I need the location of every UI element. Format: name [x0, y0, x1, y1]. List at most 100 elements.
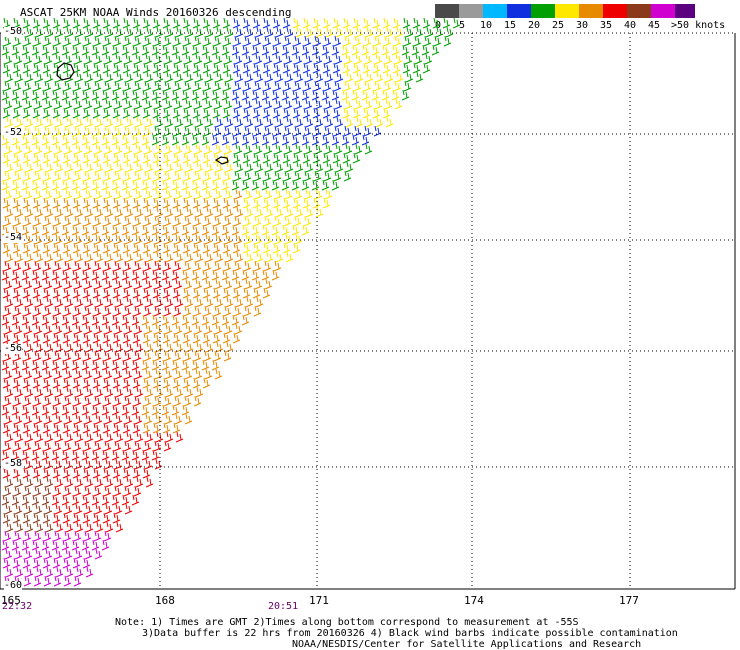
wind-barb [71, 89, 80, 101]
wind-barb [223, 215, 232, 227]
wind-barb [405, 71, 414, 83]
legend-label-10: >50 knots [671, 20, 726, 31]
wind-barb [241, 134, 250, 146]
wind-barb [193, 125, 202, 137]
wind-barb [22, 467, 31, 479]
wind-barb [135, 431, 144, 443]
wind-barb [365, 71, 374, 83]
wind-barb [101, 269, 110, 281]
wind-barb [241, 269, 250, 281]
wind-barb [104, 233, 113, 245]
wind-barb [33, 80, 42, 92]
wind-barb [105, 161, 114, 173]
wind-barb [242, 242, 251, 254]
wind-barb [233, 125, 242, 137]
wind-barb [395, 71, 404, 83]
wind-barb [331, 179, 340, 191]
wind-barb [322, 17, 331, 29]
wind-barb [282, 107, 291, 119]
wind-barb [61, 494, 70, 506]
wind-barb [123, 80, 132, 92]
wind-barb [25, 161, 34, 173]
wind-barb [124, 188, 133, 200]
wind-barb [362, 107, 371, 119]
wind-barb [232, 62, 241, 74]
wind-barb [121, 404, 130, 416]
wind-barb [72, 242, 81, 254]
wind-barb [225, 341, 234, 353]
wind-barb [134, 143, 143, 155]
wind-barb [101, 224, 110, 236]
wind-barb [171, 134, 180, 146]
wind-barb [63, 530, 72, 542]
wind-barb [121, 44, 130, 56]
wind-barb [181, 269, 190, 281]
wind-barb [232, 17, 241, 29]
wind-barb [243, 215, 252, 227]
wind-barb [133, 170, 142, 182]
wind-barb [351, 134, 360, 146]
wind-barb [101, 494, 110, 506]
wind-barb [271, 89, 280, 101]
wind-barb [193, 260, 202, 272]
campbell-island-outline [214, 156, 229, 165]
wind-barb [405, 26, 414, 38]
wind-barb [45, 251, 54, 263]
wind-barb [91, 224, 100, 236]
wind-barb [42, 467, 51, 479]
wind-barb [273, 170, 282, 182]
wind-barb [163, 170, 172, 182]
wind-barb [123, 440, 132, 452]
wind-barb [84, 98, 93, 110]
wind-barb [53, 575, 62, 587]
wind-barb [212, 242, 221, 254]
wind-barb [23, 260, 32, 272]
wind-barb [314, 98, 323, 110]
wind-barb [133, 395, 142, 407]
wind-barb [25, 386, 34, 398]
wind-barb [35, 476, 44, 488]
wind-barb [104, 413, 113, 425]
wind-barb [85, 431, 94, 443]
note-line-3: NOAA/NESDIS/Center for Satellite Applica… [292, 639, 642, 650]
wind-barb [131, 269, 140, 281]
wind-barb [122, 17, 131, 29]
wind-barb [83, 305, 92, 317]
wind-barb [65, 296, 74, 308]
wind-barb [2, 377, 11, 389]
wind-barb [212, 287, 221, 299]
wind-barb [71, 134, 80, 146]
wind-barb [4, 278, 13, 290]
wind-barb [52, 62, 61, 74]
wind-barb [45, 296, 54, 308]
wind-barb [203, 215, 212, 227]
wind-barb [141, 269, 150, 281]
wind-barb [91, 449, 100, 461]
wind-barb [141, 359, 150, 371]
wind-barb [13, 440, 22, 452]
wind-barb [71, 359, 80, 371]
wind-barb [61, 44, 70, 56]
wind-barb [334, 53, 343, 65]
wind-barb [234, 233, 243, 245]
wind-barb [164, 413, 173, 425]
wind-barb [131, 224, 140, 236]
wind-barb [95, 71, 104, 83]
wind-barb [51, 449, 60, 461]
wind-barb [272, 242, 281, 254]
wind-barb [283, 125, 292, 137]
wind-barb [201, 44, 210, 56]
wind-barb [32, 377, 41, 389]
wind-barb [141, 134, 150, 146]
wind-barb [84, 188, 93, 200]
wind-barb [82, 107, 91, 119]
wind-barb [285, 251, 294, 263]
wind-barb [282, 197, 291, 209]
wind-barb [342, 107, 351, 119]
wind-barb [192, 197, 201, 209]
wind-barb [45, 476, 54, 488]
wind-barb [85, 296, 94, 308]
wind-barb [242, 287, 251, 299]
wind-barb [84, 278, 93, 290]
wind-barb [231, 134, 240, 146]
